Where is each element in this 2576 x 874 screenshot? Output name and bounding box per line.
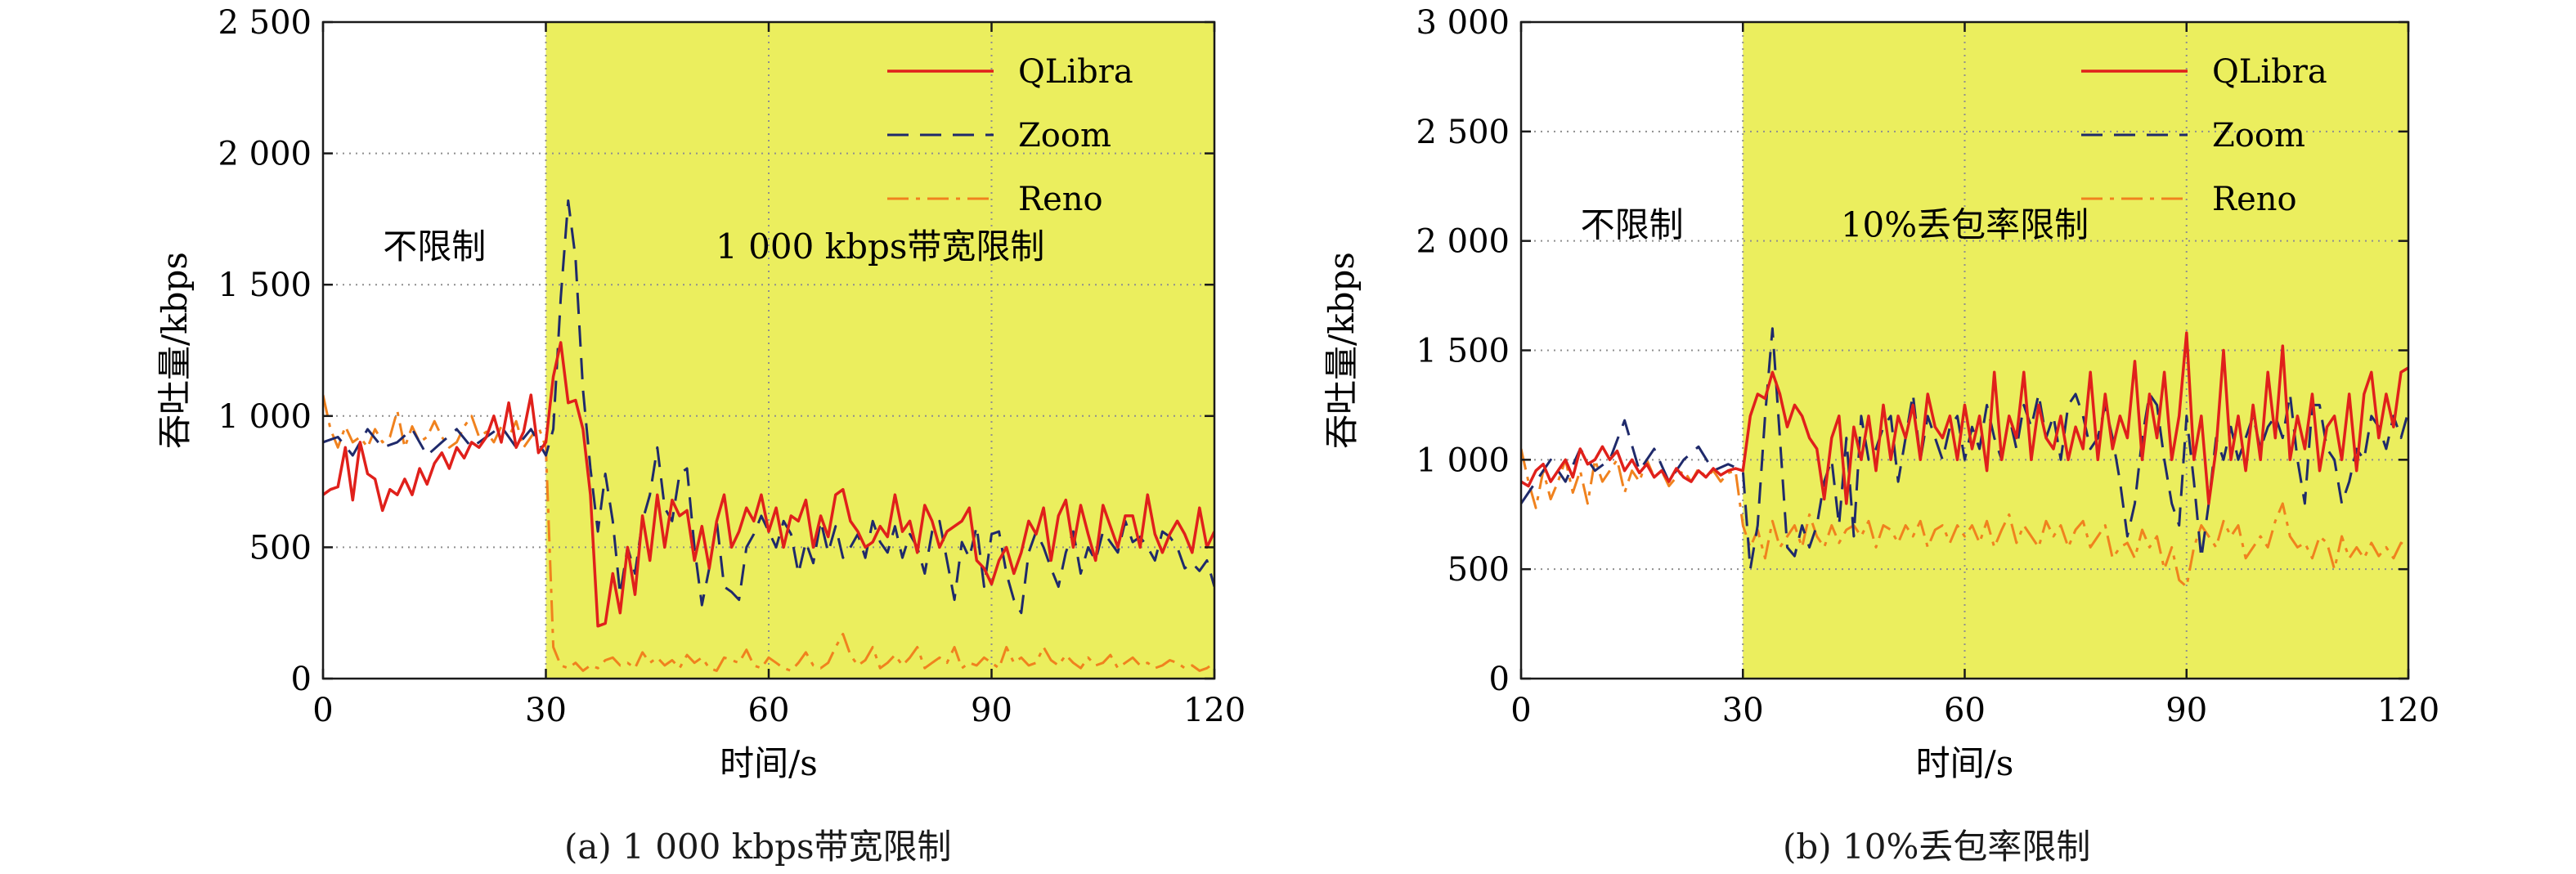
legend-label-reno: Reno (2212, 181, 2297, 218)
chart-panel-a: 0 30 60 90 120 0 500 1 000 1 500 2 000 2 500 时间/s 吞吐… (155, 4, 1245, 867)
y-tick-label: 1 000 (1416, 441, 1510, 479)
y-tick-label: 2 500 (218, 4, 312, 42)
x-axis-label: 时间/s (720, 743, 818, 783)
x-tick-label: 30 (1722, 692, 1764, 729)
region-label-restricted: 10%丢包率限制 (1841, 204, 2089, 244)
x-tick-label: 90 (2165, 692, 2207, 729)
y-tick-label: 500 (249, 529, 312, 567)
series-line-qlibra (1521, 331, 2408, 505)
legend-label-reno: Reno (1018, 181, 1103, 218)
x-tick-label: 120 (2377, 692, 2439, 729)
y-tick-label: 2 000 (1416, 223, 1510, 261)
region-label-unrestricted: 不限制 (1581, 204, 1684, 244)
shaded-region (1743, 22, 2408, 679)
legend-label-zoom: Zoom (1018, 117, 1111, 155)
x-tick-label: 30 (525, 692, 567, 729)
chart-a-caption: (a) 1 000 kbps带宽限制 (564, 827, 952, 867)
y-axis-label: 吞吐量/kbps (155, 252, 195, 449)
y-tick-label: 0 (1489, 661, 1510, 698)
chart-b-caption: (b) 10%丢包率限制 (1783, 827, 2091, 867)
x-tick-label: 0 (1510, 692, 1531, 729)
legend-label-zoom: Zoom (2212, 117, 2305, 155)
chart-b-svg: 0 30 60 90 120 0 500 1 000 1 500 2 000 2 500 3 000 时… (1322, 4, 2439, 783)
y-tick-label: 500 (1447, 551, 1510, 589)
x-tick-label: 60 (748, 692, 790, 729)
legend-label-qlibra: QLibra (2212, 53, 2327, 91)
x-tick-label: 0 (312, 692, 333, 729)
x-tick-label: 60 (1944, 692, 1986, 729)
y-tick-label: 3 000 (1416, 4, 1510, 42)
chart-a-svg: 0 30 60 90 120 0 500 1 000 1 500 2 000 2 500 时间/s 吞吐… (155, 4, 1245, 783)
series-line-qlibra (323, 341, 1214, 628)
y-tick-label: 1 500 (218, 267, 312, 304)
series-line-reno (323, 394, 1214, 672)
legend-label-qlibra: QLibra (1018, 53, 1133, 91)
series-line-reno (1521, 448, 2408, 589)
x-tick-label: 90 (971, 692, 1012, 729)
x-axis-label: 时间/s (1916, 743, 2014, 783)
shaded-region (545, 22, 1214, 679)
region-label-restricted: 1 000 kbps带宽限制 (716, 226, 1044, 267)
series-line-zoom (1521, 327, 2408, 571)
y-tick-label: 0 (291, 661, 312, 698)
y-axis-label: 吞吐量/kbps (1322, 252, 1362, 449)
chart-panel-b: 0 30 60 90 120 0 500 1 000 1 500 2 000 2 500 3 000 时… (1288, 0, 2576, 874)
y-tick-label: 2 500 (1416, 114, 1510, 151)
series-line-zoom (323, 199, 1214, 615)
region-label-unrestricted: 不限制 (383, 226, 486, 267)
x-tick-label: 120 (1183, 692, 1245, 729)
y-tick-label: 2 000 (218, 136, 312, 173)
y-tick-label: 1 500 (1416, 333, 1510, 370)
y-tick-label: 1 000 (218, 398, 312, 436)
